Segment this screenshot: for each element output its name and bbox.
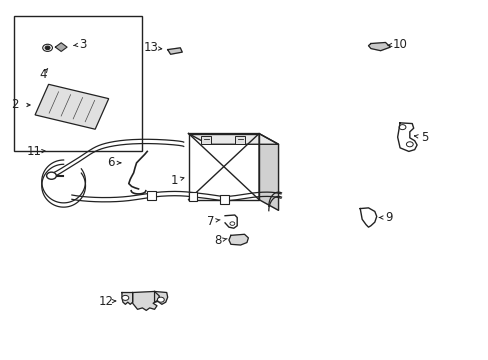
Text: 8: 8	[214, 234, 221, 247]
Text: 6: 6	[107, 156, 114, 169]
Polygon shape	[122, 293, 132, 304]
Polygon shape	[154, 292, 167, 304]
Text: 3: 3	[79, 38, 86, 51]
Text: 7: 7	[206, 215, 214, 228]
Polygon shape	[368, 42, 389, 51]
Polygon shape	[35, 84, 108, 129]
Polygon shape	[188, 134, 278, 144]
Circle shape	[46, 172, 56, 179]
Text: 4: 4	[39, 68, 46, 81]
Polygon shape	[167, 48, 182, 54]
Text: 1: 1	[170, 174, 177, 187]
Bar	[147, 191, 156, 200]
Polygon shape	[188, 134, 259, 200]
Bar	[234, 136, 245, 144]
Polygon shape	[55, 43, 67, 51]
Circle shape	[157, 297, 164, 302]
Bar	[188, 192, 197, 201]
Polygon shape	[132, 292, 159, 310]
Circle shape	[122, 296, 128, 300]
Bar	[14, 16, 142, 152]
Polygon shape	[228, 234, 248, 245]
Text: 13: 13	[143, 41, 158, 54]
Text: 12: 12	[98, 295, 113, 308]
Text: 5: 5	[420, 131, 427, 144]
Bar	[220, 195, 228, 203]
Text: 10: 10	[392, 38, 407, 51]
Text: 9: 9	[385, 211, 392, 224]
Circle shape	[45, 46, 50, 50]
Text: 11: 11	[27, 145, 42, 158]
Text: 2: 2	[11, 99, 19, 112]
Bar	[201, 136, 211, 144]
Polygon shape	[259, 134, 278, 210]
